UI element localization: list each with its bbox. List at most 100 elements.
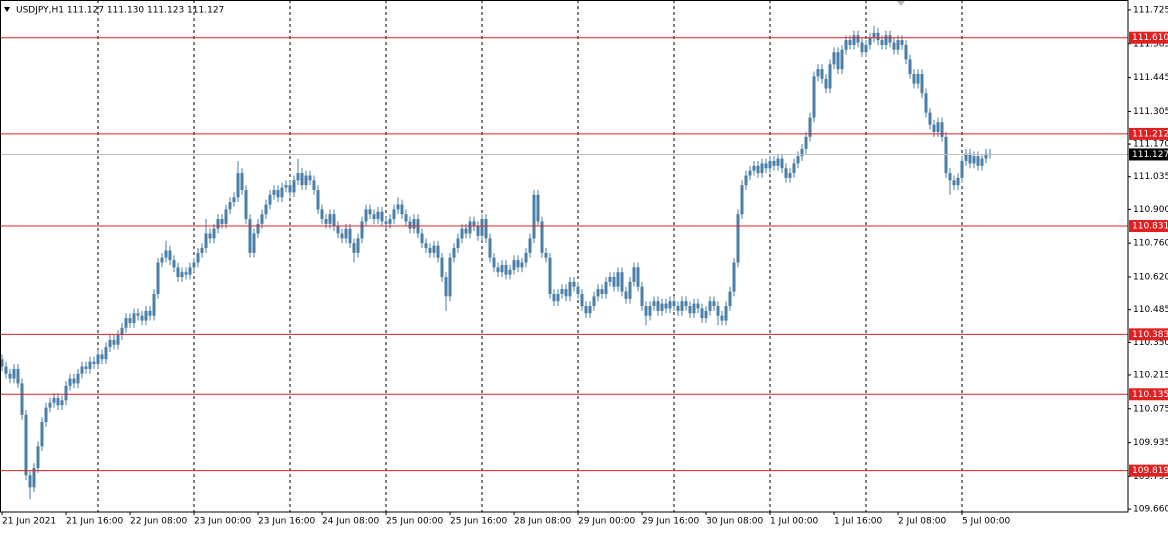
candle-body [964,153,968,161]
candle-body [388,219,392,224]
candle-body [168,250,172,261]
candle-body [228,202,232,210]
candle-body [252,233,256,253]
candle-body [548,257,552,294]
candle-body [748,170,752,176]
candle-body [632,267,636,282]
candle-body [260,214,264,224]
candle-body [40,422,44,447]
candle-body [256,223,260,234]
candle-body [28,475,32,488]
candle-body [776,158,780,166]
candle-body [96,354,100,365]
candle-body [976,156,980,166]
candle-body [352,243,356,253]
candle-body [172,260,176,268]
candle-body [296,173,300,181]
candle-body [68,378,72,386]
candle-body [696,303,700,309]
candle-body [500,264,504,273]
x-tick-label: 29 Jun 16:00 [642,517,699,527]
candle-body [552,293,556,302]
candle-body [936,122,940,132]
level-label: 111.212 [1132,129,1168,139]
y-tick-label: 110.075 [1133,404,1168,414]
candle-body [144,310,148,321]
candle-body [372,214,376,220]
candle-body [324,219,328,224]
candle-body [456,238,460,249]
level-box [1129,388,1168,401]
y-tick-label: 111.725 [1133,5,1168,15]
candle-body [764,163,768,169]
candle-body [232,197,236,203]
candle-body [220,219,224,224]
candle-body [212,228,216,239]
candle-body [492,257,496,268]
level-box [1129,464,1168,477]
candle-body [728,291,732,307]
candle-body [836,52,840,70]
candle-body [428,248,432,253]
candle-body [108,339,112,348]
candle-body [140,315,144,321]
candle-body [984,153,988,159]
candle-body [788,173,792,178]
candle-body [156,262,160,294]
candle-body [760,163,764,174]
candle-body [868,37,872,45]
candle-body [624,291,628,299]
candle-body [348,228,352,244]
candle-body [240,173,244,191]
candle-body [600,289,604,294]
candle-body [452,248,456,258]
candle-body [544,252,548,258]
candle-body [32,468,36,488]
y-tick-label: 109.660 [1133,505,1168,515]
candle-body [76,373,80,384]
candle-body [796,156,800,164]
level-label: 110.831 [1132,222,1168,232]
candle-body [780,158,784,169]
candle-body [928,112,932,125]
candle-body [968,153,972,164]
candle-body [344,228,348,239]
x-tick-label: 2 Jul 08:00 [898,517,947,527]
candle-body [648,306,652,316]
menu-arrow[interactable] [4,7,10,12]
candle-body [804,136,808,149]
candle-body [716,306,720,316]
candle-body [812,76,816,118]
candle-body [360,221,364,239]
candle-body [560,289,564,294]
candle-body [376,211,380,220]
candle-body [568,281,572,297]
candle-body [364,209,368,222]
candle-body [604,281,608,294]
candle-body [36,446,40,469]
candle-body [120,327,124,336]
candle-body [888,35,892,43]
last-price-label: 111.127 [1132,150,1168,160]
candle-body [60,400,64,406]
y-tick-label: 110.485 [1133,305,1168,315]
candle-body [332,214,336,227]
candle-body [472,221,476,227]
candle-body [284,185,288,188]
candle-body [916,73,920,84]
candle-body [292,180,296,193]
candle-body [620,272,624,292]
level-box [1129,127,1168,140]
x-tick-label: 28 Jun 08:00 [514,517,571,527]
candle-body [920,73,924,94]
candle-body [952,180,956,186]
candle-body [336,226,340,234]
y-tick-label: 111.170 [1133,140,1168,150]
candle-body [768,160,772,169]
candle-body [668,301,672,309]
x-tick-label: 29 Jun 00:00 [578,517,635,527]
candle-body [308,175,312,181]
x-tick-label: 1 Jul 00:00 [770,517,819,527]
candle-body [892,42,896,50]
